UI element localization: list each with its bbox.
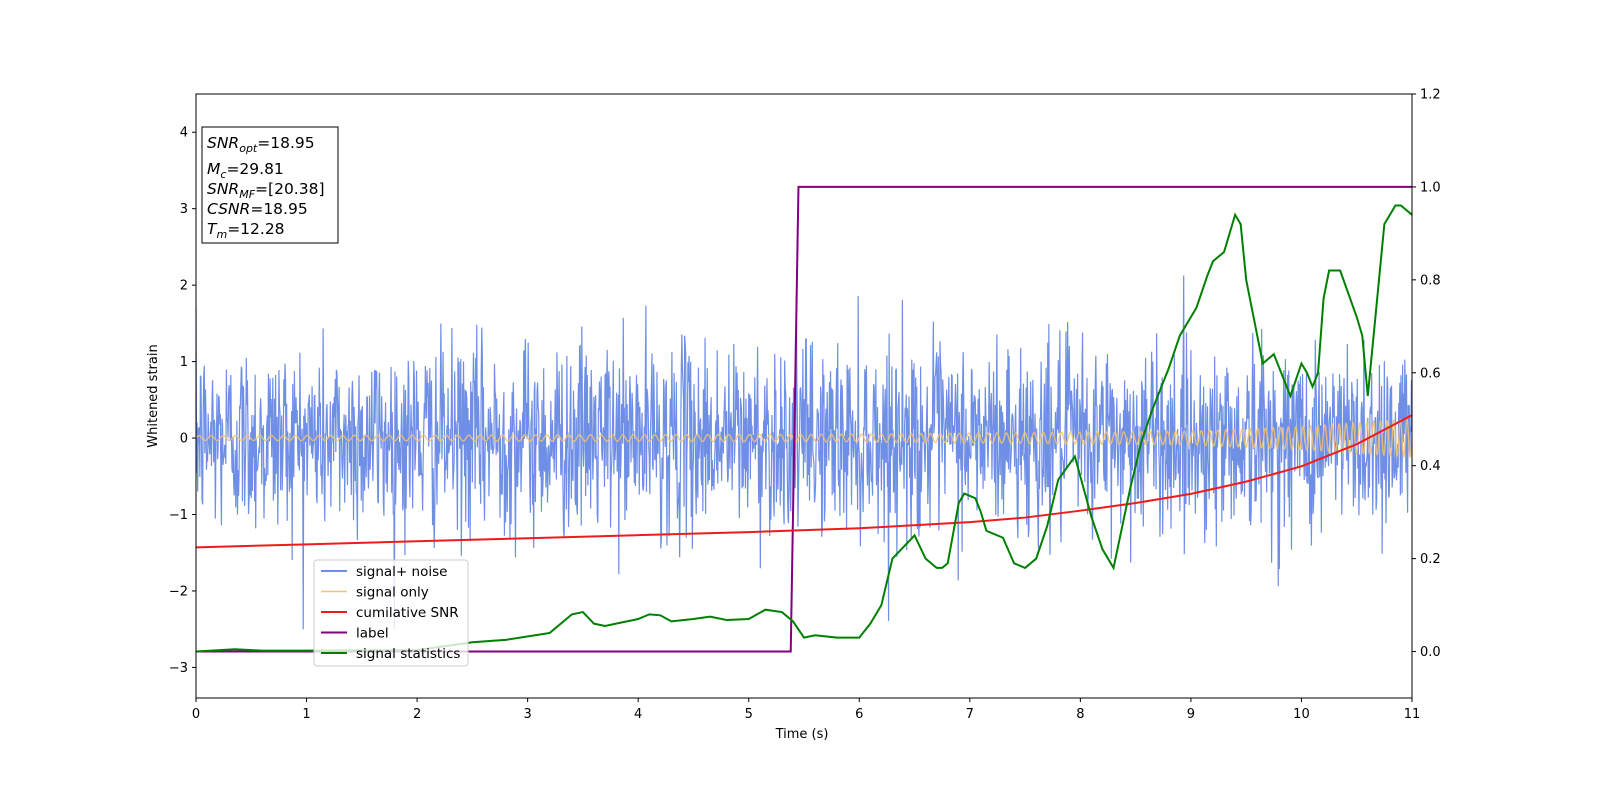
y2-tick-label: 0.8: [1420, 273, 1441, 288]
x-tick-label: 11: [1404, 707, 1421, 722]
annotation-value: =18.95: [257, 134, 314, 152]
legend-entry-label: cumilative SNR: [356, 605, 459, 621]
x-tick-label: 5: [745, 707, 753, 722]
annotation-line: CSNR=18.95: [207, 200, 308, 218]
x-tick-label: 0: [192, 707, 200, 722]
series-signal-noise: [196, 275, 1412, 630]
annotation-subscript: MF: [239, 188, 255, 201]
legend: signal+ noise signal only cumilative SNR la…: [313, 559, 469, 667]
annotation-line: SNRMF=[20.38]: [207, 180, 325, 201]
y-tick-label: 3: [180, 202, 188, 217]
y-tick-label: 2: [180, 279, 188, 294]
annotation-symbol: CSNR: [207, 200, 250, 218]
x-axis: 0 1 2 3 4 5 6 7 8 9 10 11: [192, 698, 1420, 722]
y2-tick-label: 0.6: [1420, 366, 1441, 381]
y-tick-label: 1: [180, 355, 188, 370]
y-tick-label: 0: [180, 432, 188, 447]
annotation-subscript: c: [220, 168, 226, 181]
annotation-line: SNRopt=18.95: [207, 134, 315, 155]
y-tick-label: −3: [169, 661, 188, 676]
y-tick-label: −2: [169, 584, 188, 599]
y-axis-right: 0.0 0.2 0.4 0.6 0.8 1.0 1.2: [1412, 88, 1441, 660]
legend-entry-label: signal statistics: [356, 646, 460, 662]
x-tick-label: 9: [1187, 707, 1195, 722]
series-signal-only: [196, 417, 1412, 459]
annotation-subscript: m: [216, 228, 227, 241]
annotation-value: =29.81: [226, 160, 283, 178]
legend-entry-label: label: [356, 626, 389, 642]
series-signal-statistics: [196, 204, 1412, 653]
y2-tick-label: 0.2: [1420, 552, 1441, 567]
y2-tick-label: 0.0: [1420, 645, 1441, 660]
annotation-symbol: M: [207, 160, 220, 178]
annotation-symbol: SNR: [207, 134, 239, 152]
series-cumulative-snr: [196, 414, 1412, 549]
x-tick-label: 10: [1293, 707, 1310, 722]
series-label: [196, 185, 1412, 653]
y-tick-label: −1: [169, 508, 188, 523]
x-tick-label: 7: [966, 707, 974, 722]
annotation-symbol: T: [207, 220, 218, 238]
y2-tick-label: 0.4: [1420, 459, 1441, 474]
legend-entry-label: signal+ noise: [356, 564, 447, 580]
annotation-frame: [201, 126, 339, 244]
y2-tick-label: 1.2: [1420, 88, 1441, 103]
stats-annotation-box: SNRopt=18.95Mc=29.81SNRMF=[20.38]CSNR=18…: [201, 126, 339, 244]
annotation-line: Mc=29.81: [207, 160, 284, 181]
x-tick-label: 8: [1076, 707, 1084, 722]
x-tick-label: 6: [855, 707, 863, 722]
legend-entry-label: signal only: [356, 585, 429, 601]
y-axis-label: Whitened strain: [146, 344, 161, 447]
plot-frame: [195, 93, 1413, 699]
annotation-value: =[20.38]: [255, 180, 324, 198]
x-tick-label: 4: [634, 707, 642, 722]
plot-series: [196, 185, 1412, 653]
legend-frame: [313, 559, 469, 667]
x-tick-label: 1: [302, 707, 310, 722]
x-tick-label: 2: [413, 707, 421, 722]
annotation-line: Tm=12.28: [207, 220, 285, 241]
annotation-subscript: opt: [239, 142, 258, 155]
x-axis-label: Time (s): [775, 727, 829, 742]
annotation-symbol: SNR: [207, 180, 239, 198]
y-axis-left: −3 −2 −1 0 1 2 3 4: [169, 126, 196, 676]
y2-tick-label: 1.0: [1420, 180, 1441, 195]
annotation-value: =12.28: [227, 220, 284, 238]
y-tick-label: 4: [180, 126, 188, 141]
x-tick-label: 3: [523, 707, 531, 722]
annotation-value: =18.95: [250, 200, 307, 218]
